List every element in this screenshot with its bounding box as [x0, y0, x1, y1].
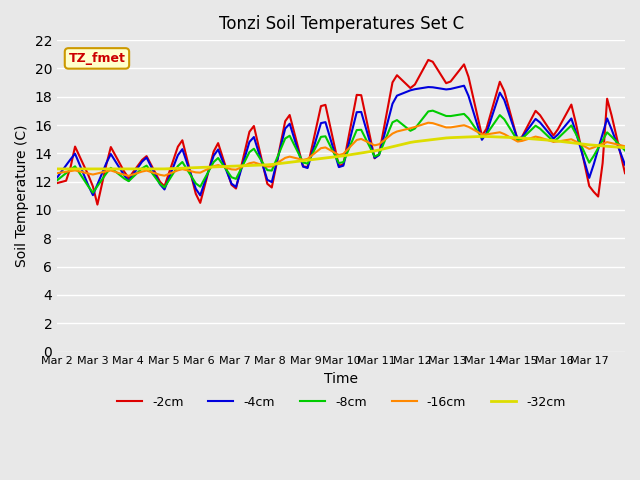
- Title: Tonzi Soil Temperatures Set C: Tonzi Soil Temperatures Set C: [218, 15, 463, 33]
- X-axis label: Time: Time: [324, 372, 358, 386]
- Legend: -2cm, -4cm, -8cm, -16cm, -32cm: -2cm, -4cm, -8cm, -16cm, -32cm: [112, 391, 570, 414]
- Text: TZ_fmet: TZ_fmet: [68, 52, 125, 65]
- Y-axis label: Soil Temperature (C): Soil Temperature (C): [15, 125, 29, 267]
